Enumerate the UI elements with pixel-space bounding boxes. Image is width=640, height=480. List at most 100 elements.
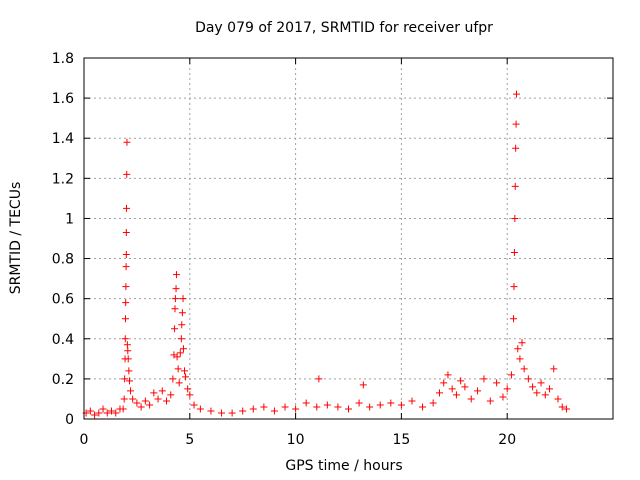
data-point xyxy=(122,263,130,271)
data-point xyxy=(359,381,367,389)
data-point xyxy=(150,389,158,397)
data-point xyxy=(122,283,130,291)
data-point xyxy=(376,401,384,409)
data-point xyxy=(122,251,130,259)
data-point xyxy=(175,379,183,387)
data-point xyxy=(516,355,524,363)
y-tick-label: 1.8 xyxy=(52,51,74,67)
data-point xyxy=(292,405,300,413)
y-tick-label: 1 xyxy=(65,211,74,227)
axis-ticks: 0 0.2 0.4 0.6 0.8 1 1.2 1.4 1.6 1.8 0 5 10 15 20 xyxy=(52,51,613,448)
data-point xyxy=(121,315,129,323)
data-point xyxy=(167,391,175,399)
data-point xyxy=(281,403,289,411)
plot-frame xyxy=(83,57,614,420)
data-point xyxy=(178,321,186,329)
data-point xyxy=(123,204,131,212)
y-tick-label: 0.4 xyxy=(52,332,74,348)
data-point xyxy=(313,403,321,411)
data-point xyxy=(184,385,192,393)
x-tick-label: 0 xyxy=(80,432,89,448)
data-point xyxy=(302,399,310,407)
data-point xyxy=(323,401,331,409)
data-point xyxy=(537,379,545,387)
grid-lines xyxy=(84,58,613,419)
y-tick-label: 0.6 xyxy=(52,292,74,308)
data-point xyxy=(541,391,549,399)
data-point xyxy=(179,295,187,303)
data-point xyxy=(419,403,427,411)
data-point xyxy=(435,389,443,397)
data-point xyxy=(397,401,405,409)
data-point xyxy=(169,375,177,383)
data-point xyxy=(133,399,141,407)
data-point xyxy=(510,249,518,257)
data-point xyxy=(510,315,518,323)
y-tick-label: 0.8 xyxy=(52,252,74,268)
data-point xyxy=(366,403,374,411)
data-point xyxy=(182,373,190,381)
data-point xyxy=(123,341,131,349)
data-point xyxy=(562,405,570,413)
data-point xyxy=(512,120,520,128)
x-tick-label: 15 xyxy=(392,432,410,448)
data-point xyxy=(518,339,526,347)
data-point xyxy=(171,295,179,303)
data-point xyxy=(172,271,180,279)
data-point xyxy=(315,375,323,383)
x-tick-label: 10 xyxy=(287,432,305,448)
data-point xyxy=(387,399,395,407)
data-point xyxy=(154,395,162,403)
data-point xyxy=(207,407,215,415)
data-point xyxy=(174,365,182,373)
data-point xyxy=(218,409,226,417)
data-point xyxy=(444,371,452,379)
data-point xyxy=(513,90,521,98)
data-point xyxy=(461,383,469,391)
data-point xyxy=(511,214,519,222)
data-point xyxy=(457,377,465,385)
data-point xyxy=(260,403,268,411)
data-point xyxy=(270,407,278,415)
data-point xyxy=(177,335,185,343)
data-point xyxy=(480,375,488,383)
data-point xyxy=(112,409,120,417)
data-point xyxy=(467,395,475,403)
data-point xyxy=(122,299,130,307)
data-point xyxy=(355,399,363,407)
data-point xyxy=(196,405,204,413)
data-point xyxy=(554,395,562,403)
data-point xyxy=(86,407,94,415)
data-point xyxy=(158,387,166,395)
data-point xyxy=(520,365,528,373)
y-tick-label: 0 xyxy=(65,412,74,428)
data-point xyxy=(176,349,184,357)
data-point xyxy=(123,170,131,178)
data-point xyxy=(239,407,247,415)
data-point xyxy=(533,389,541,397)
data-point xyxy=(524,375,532,383)
data-point xyxy=(474,387,482,395)
data-point xyxy=(173,353,181,361)
data-point xyxy=(91,411,99,419)
data-point xyxy=(99,405,107,413)
data-points xyxy=(82,90,570,419)
data-point xyxy=(124,355,132,363)
data-point xyxy=(429,399,437,407)
x-tick-label: 5 xyxy=(185,432,194,448)
data-point xyxy=(103,409,111,417)
data-point xyxy=(503,385,511,393)
data-point xyxy=(558,403,566,411)
y-tick-label: 1.6 xyxy=(52,91,74,107)
data-point xyxy=(507,371,515,379)
data-point xyxy=(172,285,180,293)
data-point xyxy=(121,335,129,343)
y-tick-label: 1.4 xyxy=(52,131,74,147)
data-point xyxy=(181,367,189,375)
data-point xyxy=(546,385,554,393)
data-point xyxy=(146,401,154,409)
data-point xyxy=(171,305,179,313)
data-point xyxy=(95,409,103,417)
data-point xyxy=(178,309,186,317)
